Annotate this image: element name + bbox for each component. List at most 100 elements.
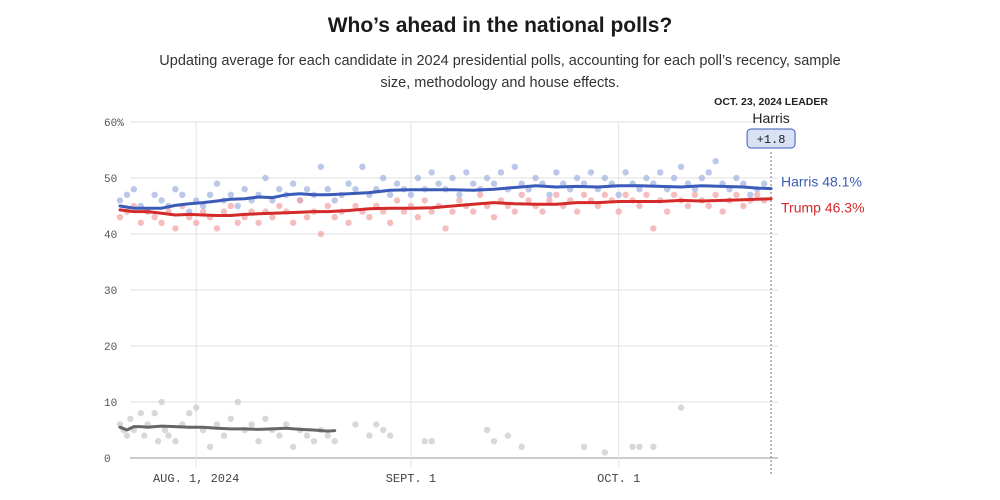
- poll-dot-other: [310, 438, 318, 445]
- poll-dot-trump: [296, 197, 304, 204]
- poll-dot-harris: [276, 186, 283, 193]
- average-lines-layer: [118, 184, 773, 433]
- poll-dot-other: [158, 398, 165, 406]
- poll-dot-harris: [262, 174, 269, 182]
- poll-dot-harris: [428, 169, 435, 176]
- poll-dot-harris: [740, 180, 747, 187]
- poll-dot-harris: [463, 169, 470, 176]
- poll-dot-trump: [421, 197, 428, 204]
- poll-dot-other: [186, 410, 193, 417]
- series-end-label-harris: Harris 48.1%: [781, 174, 862, 190]
- poll-dot-trump: [449, 208, 456, 215]
- poll-dot-trump: [234, 219, 241, 226]
- poll-dot-other: [366, 432, 373, 439]
- poll-dot-harris: [643, 174, 650, 182]
- poll-dot-trump: [414, 214, 422, 221]
- poll-dot-trump: [754, 191, 761, 198]
- poll-dot-harris: [497, 169, 505, 176]
- x-tick-label: AUG. 1, 2024: [153, 472, 239, 486]
- poll-dot-other: [262, 415, 269, 422]
- poll-dot-harris: [733, 174, 740, 182]
- grid-layer: [130, 121, 778, 474]
- poll-dot-harris: [213, 180, 221, 187]
- series-end-label-trump: Trump 46.3%: [781, 200, 865, 216]
- chart-subtitle: Updating average for each candidate in 2…: [159, 53, 841, 91]
- poll-dot-trump: [684, 202, 692, 210]
- poll-dot-harris: [352, 186, 359, 193]
- poll-dot-other: [116, 421, 124, 428]
- poll-dot-other: [220, 432, 228, 439]
- poll-dot-other: [504, 432, 512, 439]
- poll-dot-other: [165, 432, 172, 439]
- poll-dot-trump: [553, 191, 560, 198]
- poll-dot-trump: [601, 191, 609, 198]
- poll-dot-other: [213, 421, 221, 428]
- poll-dot-trump: [490, 214, 498, 221]
- poll-dot-other: [127, 415, 134, 422]
- poll-dot-other: [192, 404, 200, 411]
- poll-dot-harris: [657, 169, 664, 176]
- poll-dot-trump: [345, 219, 352, 226]
- poll-dot-harris: [359, 163, 366, 170]
- poll-dot-other: [161, 426, 169, 434]
- poll-dot-harris: [615, 191, 622, 198]
- poll-dot-harris: [560, 180, 567, 187]
- poll-dot-harris: [670, 174, 678, 182]
- poll-dot-other: [580, 443, 588, 450]
- poll-dot-trump: [615, 208, 622, 215]
- poll-dot-trump: [137, 219, 144, 226]
- poll-dot-harris: [227, 191, 235, 198]
- poll-dot-trump: [172, 225, 179, 232]
- poll-dot-harris: [324, 186, 331, 193]
- poll-dot-trump: [331, 214, 338, 221]
- poll-dot-trump: [269, 214, 276, 221]
- poll-dot-other: [248, 421, 255, 428]
- poll-dot-trump: [276, 202, 283, 210]
- poll-dot-harris: [331, 197, 338, 204]
- poll-dot-harris: [317, 163, 325, 170]
- poll-dot-trump: [400, 208, 408, 215]
- poll-dot-other: [227, 415, 235, 422]
- poll-dot-other: [234, 398, 241, 406]
- poll-dot-trump: [525, 197, 532, 204]
- y-tick-label: 40: [104, 230, 117, 242]
- poll-dot-harris: [483, 174, 491, 182]
- series-line-harris: [118, 184, 773, 210]
- poll-dot-other: [636, 443, 643, 450]
- y-tick-label: 50: [104, 174, 117, 186]
- y-tick-label: 20: [104, 342, 117, 354]
- poll-dot-harris: [698, 174, 706, 182]
- poll-dot-trump: [428, 208, 435, 215]
- poll-dot-other: [601, 449, 609, 456]
- poll-dot-harris: [449, 174, 456, 182]
- poll-dot-harris: [386, 191, 394, 198]
- poll-dot-other: [629, 443, 636, 450]
- poll-dot-harris: [199, 202, 207, 210]
- poll-dot-trump: [670, 191, 678, 198]
- poll-dot-other: [123, 432, 131, 439]
- y-tick-label: 0: [104, 454, 111, 466]
- poll-dot-trump: [476, 191, 484, 198]
- poll-dot-other: [373, 421, 380, 428]
- poll-dot-other: [380, 426, 387, 434]
- poll-dot-harris: [151, 191, 158, 198]
- poll-dot-trump: [546, 197, 553, 204]
- poll-dot-other: [331, 438, 338, 445]
- poll-dot-trump: [255, 219, 262, 226]
- poll-dot-trump: [442, 225, 449, 232]
- leader-name: Harris: [752, 110, 789, 126]
- series-line-trump: [118, 197, 773, 217]
- poll-dot-trump: [151, 214, 158, 221]
- leader-margin-value: +1.8: [757, 133, 786, 147]
- y-tick-label: 60%: [104, 118, 124, 130]
- poll-dot-other: [324, 432, 331, 439]
- poll-dot-harris: [172, 186, 179, 193]
- poll-dot-trump: [733, 191, 740, 198]
- poll-dot-harris: [622, 169, 629, 176]
- poll-dot-trump: [366, 214, 373, 221]
- poll-dot-other: [137, 410, 144, 417]
- poll-dot-trump: [380, 208, 387, 215]
- x-tick-label: SEPT. 1: [386, 472, 436, 486]
- poll-dot-other: [255, 438, 262, 445]
- poll-dot-harris: [206, 191, 214, 198]
